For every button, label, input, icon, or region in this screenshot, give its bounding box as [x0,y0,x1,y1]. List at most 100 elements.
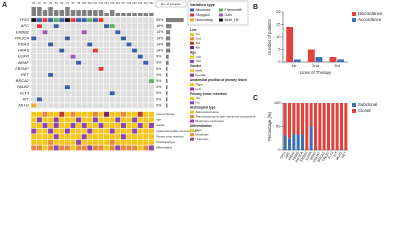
cell-background [87,53,93,60]
cell-background [126,17,132,23]
annotation-label: Gender [156,123,165,127]
legend-label: Poor [196,128,203,132]
cell-background [132,66,138,72]
cell-background [148,29,154,35]
cell-background [126,96,132,103]
annotation-cell [76,111,82,117]
sample-count-bar [104,13,109,16]
cell-background [76,35,82,42]
cell-background [98,84,104,90]
legend-label: Moderate [196,133,209,137]
legend-label: Gain [225,13,233,17]
cell-background [115,41,121,48]
legend-swatch [190,96,194,100]
legend-label: Male [196,69,203,73]
cell-background [81,41,87,48]
legend-swatch [190,101,194,105]
cell-background [115,102,121,109]
legend-label: Left [196,87,201,91]
legend-label: Frameshift [225,8,242,12]
cell-background [92,72,98,78]
annotation-cell [120,128,126,134]
cell-background [42,84,48,90]
cell-background [115,66,121,72]
cell-background [120,60,126,66]
bar [337,59,344,62]
cell-background [70,78,76,84]
cell-background [148,90,154,96]
legend-swatch [190,128,194,132]
bar [335,103,339,150]
cell-background [148,72,154,78]
cell-background [87,23,93,29]
annotation-cell [76,134,82,140]
cell-background [115,84,121,90]
cell-background [92,66,98,72]
annotation-cell [120,139,126,145]
annotation-cell [53,111,59,117]
gene-bar [166,54,169,59]
cell-background [36,41,42,48]
gene-label: BRCA2 [16,78,30,83]
cell-background [48,78,54,84]
bar [318,103,322,150]
annotation-cell [87,128,93,134]
cell-background [143,29,149,35]
annotation-label: Histological type [156,140,175,144]
annotation-cell [76,145,82,151]
patient-label: P9 [77,3,81,5]
cell-background [42,53,48,60]
cell-background [48,47,54,54]
gene-label: FLT3 [20,90,30,95]
annotation-cell [126,128,132,134]
cell-background [53,102,59,109]
annotation-cell [98,111,104,117]
annotation-cell [126,139,132,145]
annotation-cell [87,117,93,123]
x-tick-label: 3rd [334,63,340,68]
cell-background [132,60,138,66]
cell-background [120,41,126,48]
mutation-cell [104,24,110,28]
mutation-cell [42,18,48,22]
annotation-cell [132,134,138,140]
bar [292,103,296,135]
annotation-cell [70,111,76,117]
annotation-cell [115,128,121,134]
y-tick-label: 0 [278,147,281,152]
cell-background [48,23,54,29]
annotation-cell [48,117,54,123]
mutation-cell [59,48,65,53]
cell-background [87,84,93,90]
cell-background [115,23,121,29]
patient-label: P13 [99,3,104,5]
cell-background [42,41,48,48]
cell-background [148,35,154,42]
mutation-cell [76,60,82,65]
cell-background [132,29,138,35]
cell-background [143,102,149,109]
annotation-cell [64,128,70,134]
annotation-cell [143,117,149,123]
annotation-cell [92,134,98,140]
cell-background [109,53,115,60]
cell-background [81,23,87,29]
y-tick-label: 5 [278,47,281,52]
bar [283,135,287,150]
annotation-cell [143,139,149,145]
percent-label: 14% [156,30,164,34]
mutation-cell [42,30,48,35]
mutation-cell [81,30,87,35]
sample-count-bar [149,13,154,16]
annotation-cell [53,117,59,123]
cell-background [31,66,37,72]
legend-swatch [219,8,223,12]
annotation-cell [48,128,54,134]
annotation-cell [104,145,110,151]
annotation-cell [120,117,126,123]
annotation-cell [87,123,93,128]
annotation-cell [126,123,132,128]
annotation-cell [109,139,115,145]
legend-swatch [219,13,223,17]
cell-background [42,23,48,29]
